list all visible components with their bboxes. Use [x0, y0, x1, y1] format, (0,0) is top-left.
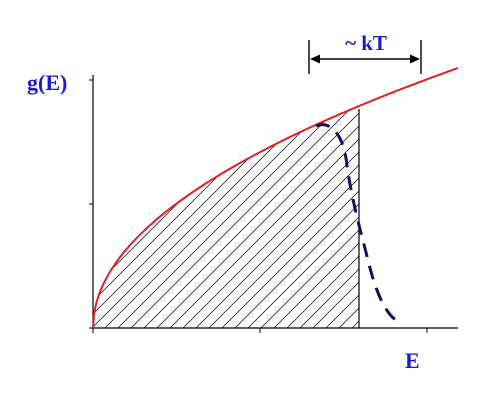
hatch-line	[299, 106, 359, 328]
hatch-line	[93, 106, 159, 328]
hatch-line	[417, 28, 486, 328]
hatch-line	[391, 28, 486, 328]
hatch-line	[93, 106, 328, 328]
hatch-line	[221, 106, 359, 328]
hatch-line	[234, 106, 359, 328]
hatch-line	[482, 28, 486, 328]
hatch-line	[273, 106, 359, 328]
hatch-line	[182, 106, 359, 328]
density-curve	[92, 67, 459, 329]
hatch-line	[143, 106, 359, 328]
hatch-line	[195, 106, 359, 328]
hatch-line	[443, 28, 486, 328]
hatch-line	[260, 106, 359, 328]
hatch-line	[286, 106, 359, 328]
hatch-line	[351, 106, 359, 328]
hatch-line	[430, 28, 486, 328]
hatch-line	[156, 106, 359, 328]
hatch-line	[104, 106, 359, 328]
hatch-line	[93, 106, 359, 328]
hatch-line	[93, 106, 354, 328]
hatch-line	[365, 28, 486, 328]
hatch-line	[93, 106, 359, 328]
x-axis-label: E	[405, 348, 420, 373]
hatch-line	[169, 106, 359, 328]
hatch-line	[93, 106, 146, 328]
kt-width-marker	[308, 40, 422, 74]
kt-label: ~ kT	[345, 31, 387, 55]
kt-arrow-left-head	[310, 54, 320, 64]
hatch-line	[338, 106, 359, 328]
occupied-states-hatch	[93, 28, 486, 328]
hatch-line	[469, 28, 486, 328]
occupied-curve	[315, 123, 402, 325]
kt-arrow-right-head	[410, 54, 420, 64]
y-axis-label: g(E)	[27, 70, 67, 95]
hatch-line	[378, 28, 486, 328]
hatch-line	[208, 106, 359, 328]
hatch-line	[117, 106, 359, 328]
hatch-line	[93, 106, 172, 328]
hatch-line	[130, 106, 359, 328]
hatch-line	[456, 28, 486, 328]
hatch-line	[312, 106, 359, 328]
hatch-line	[247, 106, 359, 328]
hatch-line	[93, 106, 341, 328]
